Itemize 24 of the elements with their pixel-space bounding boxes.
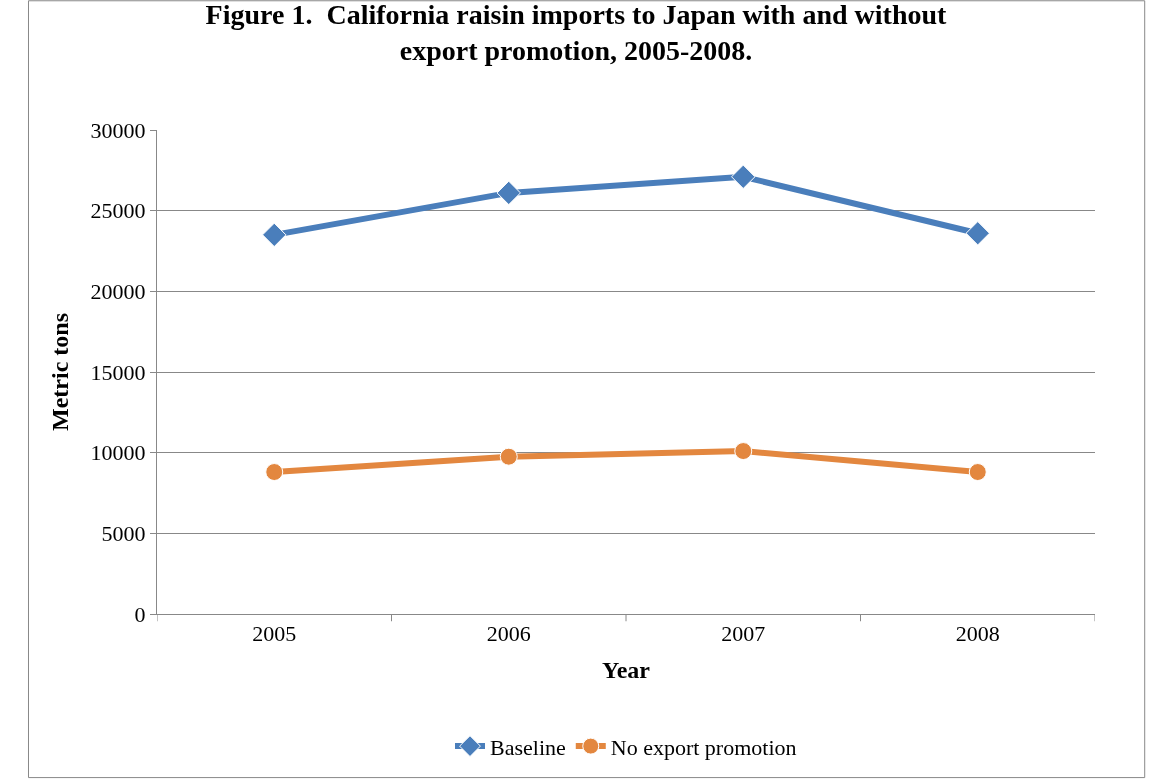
x-tick-label: 2008 [955, 621, 1000, 647]
y-tick-label: 20000 [90, 279, 146, 305]
point [968, 463, 987, 482]
y-tick-label: 5000 [101, 521, 146, 547]
y-axis-title: Metric tons [46, 313, 73, 431]
point [496, 180, 521, 206]
y-tick-label: 15000 [90, 359, 146, 385]
x-axis-title: Year [602, 656, 651, 683]
y-tick-label: 0 [134, 601, 146, 627]
point [265, 463, 284, 482]
point [499, 447, 518, 466]
x-tick-label: 2007 [721, 621, 766, 647]
point [262, 222, 287, 248]
x-tick-label: 2006 [486, 621, 531, 647]
point [965, 221, 990, 246]
legend-label: Baseline [490, 734, 566, 760]
y-tick-label: 25000 [90, 198, 146, 224]
point [731, 164, 756, 189]
y-tick-label: 10000 [90, 440, 146, 466]
chart-title: Figure 1. California raisin imports to Japan with and without export promotion, 2005-2008. [205, 0, 948, 66]
y-tick-label: 30000 [90, 117, 146, 143]
point [734, 442, 753, 461]
legend-label: No export promotion [610, 734, 797, 760]
x-tick-label: 2005 [252, 621, 297, 647]
